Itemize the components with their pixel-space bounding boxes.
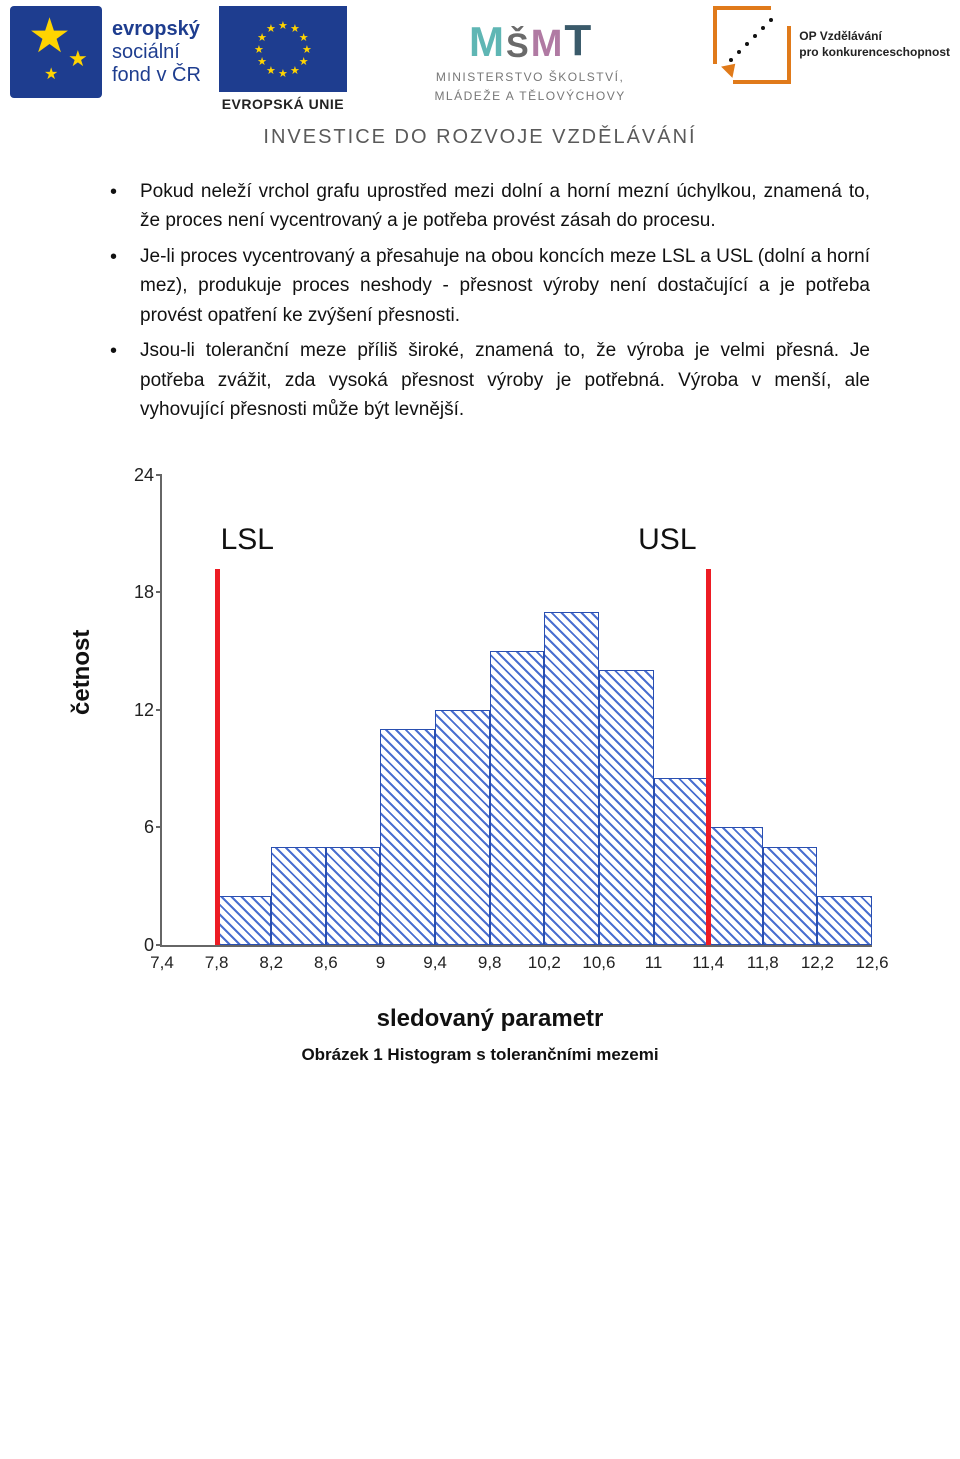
x-tick-label: 9,8 bbox=[478, 953, 502, 973]
x-tick-label: 11 bbox=[645, 953, 663, 973]
usl-line bbox=[706, 569, 711, 945]
histogram-bar bbox=[435, 710, 490, 945]
y-tick-label: 18 bbox=[120, 582, 154, 603]
esf-flag-icon: ★ ★ ★ bbox=[10, 6, 102, 98]
histogram-bar bbox=[654, 778, 709, 944]
histogram-bar bbox=[763, 847, 818, 945]
chart-container: četnost 061218247,47,88,28,699,49,810,21… bbox=[0, 465, 960, 1025]
histogram-bar bbox=[326, 847, 381, 945]
histogram-bar bbox=[380, 729, 435, 944]
x-tick-label: 9 bbox=[376, 953, 385, 973]
eu-logo: ★★★★★★★★★★★★ EVROPSKÁ UNIE bbox=[219, 6, 347, 112]
plot-area: 061218247,47,88,28,699,49,810,210,61111,… bbox=[160, 475, 872, 947]
opvk-line2: pro konkurenceschopnost bbox=[799, 45, 950, 61]
msmt-logo: MŠMT MINISTERSTVO ŠKOLSTVÍ, MLÁDEŽE A TĚ… bbox=[365, 6, 695, 104]
y-axis-label: četnost bbox=[68, 629, 96, 714]
x-tick-label: 11,4 bbox=[692, 953, 724, 973]
x-tick-label: 10,2 bbox=[528, 953, 561, 973]
opvk-logo-icon bbox=[713, 6, 791, 84]
opvk-logo: OP Vzdělávání pro konkurenceschopnost bbox=[713, 6, 950, 84]
msmt-line2: MLÁDEŽE A TĚLOVÝCHOVY bbox=[365, 89, 695, 104]
lsl-label: LSL bbox=[221, 523, 274, 557]
body-text: Pokud neleží vrchol grafu uprostřed mezi… bbox=[0, 177, 960, 425]
histogram-bar bbox=[544, 612, 599, 945]
histogram-bar bbox=[708, 827, 763, 945]
x-tick-label: 8,6 bbox=[314, 953, 338, 973]
x-tick-label: 10,6 bbox=[582, 953, 615, 973]
x-tick-label: 8,2 bbox=[259, 953, 283, 973]
histogram-chart: četnost 061218247,47,88,28,699,49,810,21… bbox=[80, 465, 900, 1025]
msmt-logo-icon: MŠMT bbox=[365, 6, 695, 66]
x-tick-label: 12,6 bbox=[855, 953, 888, 973]
msmt-line1: MINISTERSTVO ŠKOLSTVÍ, bbox=[365, 70, 695, 85]
eu-label: EVROPSKÁ UNIE bbox=[219, 96, 347, 112]
y-tick-label: 12 bbox=[120, 700, 154, 721]
bullet-item: Jsou-li toleranční meze příliš široké, z… bbox=[110, 336, 870, 424]
bullet-list: Pokud neleží vrchol grafu uprostřed mezi… bbox=[110, 177, 870, 425]
esf-text: evropský sociální fond v ČR bbox=[112, 18, 201, 87]
header-logos: ★ ★ ★ evropský sociální fond v ČR ★★★★★★… bbox=[0, 0, 960, 116]
esf-line2: sociální bbox=[112, 41, 201, 64]
x-tick-label: 7,4 bbox=[150, 953, 174, 973]
x-tick-label: 12,2 bbox=[801, 953, 834, 973]
histogram-bar bbox=[217, 896, 272, 945]
y-tick-label: 24 bbox=[120, 465, 154, 486]
histogram-bar bbox=[490, 651, 545, 945]
y-tick-label: 6 bbox=[120, 817, 154, 838]
histogram-bar bbox=[817, 896, 872, 945]
y-tick-label: 0 bbox=[120, 935, 154, 956]
histogram-bar bbox=[271, 847, 326, 945]
lsl-line bbox=[215, 569, 220, 945]
bullet-item: Pokud neleží vrchol grafu uprostřed mezi… bbox=[110, 177, 870, 236]
figure-caption: Obrázek 1 Histogram s tolerančními mezem… bbox=[0, 1045, 960, 1065]
x-tick-label: 9,4 bbox=[423, 953, 447, 973]
esf-line3: fond v ČR bbox=[112, 64, 201, 87]
opvk-text: OP Vzdělávání pro konkurenceschopnost bbox=[799, 29, 950, 60]
esf-logo: ★ ★ ★ evropský sociální fond v ČR bbox=[10, 6, 201, 98]
eu-flag-icon: ★★★★★★★★★★★★ bbox=[219, 6, 347, 92]
histogram-bar bbox=[599, 670, 654, 944]
tagline: INVESTICE DO ROZVOJE VZDĚLÁVÁNÍ bbox=[0, 126, 960, 149]
bullet-item: Je-li proces vycentrovaný a přesahuje na… bbox=[110, 242, 870, 330]
usl-label: USL bbox=[638, 523, 696, 557]
x-axis-label: sledovaný parametr bbox=[80, 1005, 900, 1033]
esf-line1: evropský bbox=[112, 18, 201, 41]
x-tick-label: 7,8 bbox=[205, 953, 229, 973]
x-tick-label: 11,8 bbox=[747, 953, 779, 973]
opvk-line1: OP Vzdělávání bbox=[799, 29, 950, 45]
